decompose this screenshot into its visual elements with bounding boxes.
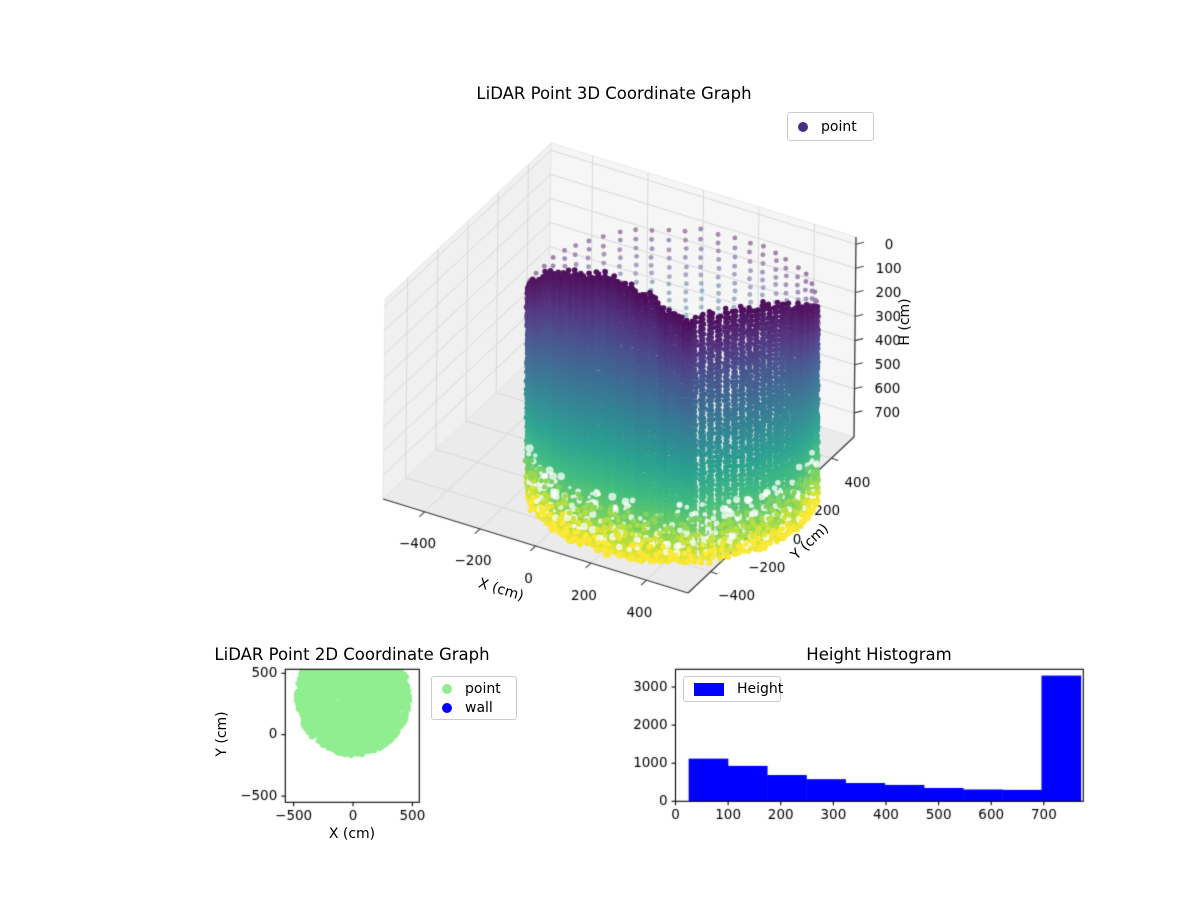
plot2d-legend-label-point: point [465, 680, 501, 697]
plot3d-zlabel: H (cm) [897, 298, 913, 346]
plot2d-legend-entry-point: point [432, 681, 516, 697]
histogram-legend-entry: Height [684, 681, 784, 697]
histogram-legend-label: Height [737, 681, 784, 697]
plot2d-xlabel: X (cm) [328, 826, 376, 842]
height-swatch-icon [694, 682, 724, 696]
plot3d-legend-entry-point: point [788, 119, 873, 135]
histogram-legend: Height [683, 676, 784, 702]
histogram-title: Height Histogram [806, 645, 952, 664]
wall-marker-icon [442, 702, 452, 713]
plot3d-legend-label: point [821, 118, 857, 135]
plot2d-ylabel: Y (cm) [214, 711, 230, 757]
plot2d-legend-entry-wall: wall [432, 700, 516, 716]
point-marker-icon [798, 121, 808, 132]
point-marker-icon [442, 683, 452, 694]
plot2d-legend: point wall [431, 676, 517, 720]
plot2d-legend-label-wall: wall [465, 699, 493, 716]
plot2d-title: LiDAR Point 2D Coordinate Graph [214, 645, 490, 664]
plot3d-legend: point [787, 112, 874, 141]
plot3d-title: LiDAR Point 3D Coordinate Graph [476, 84, 752, 103]
